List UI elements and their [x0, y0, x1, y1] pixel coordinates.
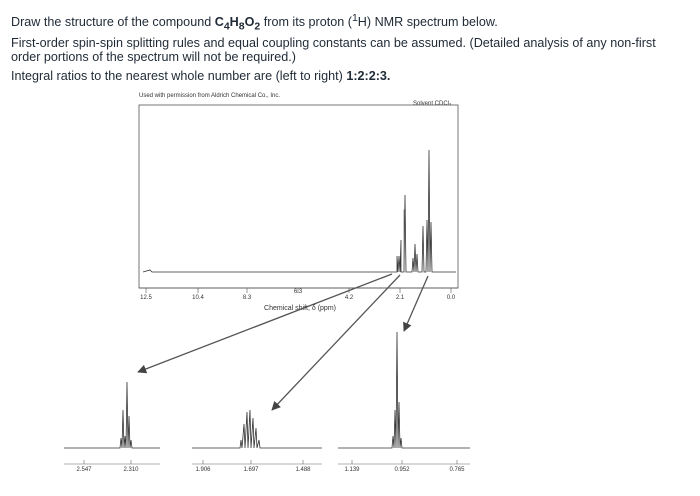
molecular-formula: C4H8O2: [214, 15, 261, 33]
integral-trace: [403, 209, 406, 272]
expansion-tick-label: 1.697: [243, 467, 259, 473]
x-tick-label: 6.3: [294, 289, 303, 295]
x-axis: 12.5 10.4 8.3 6.3 4.2 2.1 0.0 Chemical s…: [139, 287, 458, 312]
arrow-to-expansion-1: [137, 273, 393, 374]
expansion-tick-label: 1.488: [295, 467, 311, 473]
spectrum-peaks: [395, 149, 456, 273]
integral-ratios: 1:2:2:3.: [346, 69, 391, 83]
x-tick-label: 10.4: [192, 295, 204, 301]
spectrum-baseline: [142, 269, 395, 273]
permission-note: Used with permission from Aldrich Chemic…: [139, 93, 280, 99]
expansion-2-peaks: [192, 409, 322, 449]
expansion-tick-label: 2.310: [123, 467, 139, 473]
x-tick-label: 12.5: [140, 295, 152, 301]
x-tick-label: 4.2: [345, 295, 354, 301]
x-axis-label: Chemical shift, δ (ppm): [264, 305, 336, 312]
expansion-3-peaks: [338, 331, 470, 449]
question-line-2: First-order spin-spin splitting rules an…: [11, 36, 656, 50]
spectrum-frame: [138, 104, 459, 289]
expansion-tick-label: 2.547: [76, 467, 92, 473]
nucleus-superscript: 1: [351, 12, 358, 24]
question-line-1: Draw the structure of the compound C4H8O…: [11, 12, 498, 33]
solvent-label: Solvent CDCl₃: [413, 101, 452, 107]
arrow-to-expansion-3: [403, 275, 429, 332]
expansion-tick-label: 0.765: [449, 467, 465, 473]
expansion-axes: 2.547 2.310 1.906 1.697 1.488 1.139 0.95…: [64, 460, 470, 473]
question-line-3: order portions of the spectrum will not …: [11, 50, 296, 64]
expansion-1-peaks: [64, 381, 160, 449]
question-line-4: Integral ratios to the nearest whole num…: [11, 69, 391, 83]
arrow-to-expansion-2: [271, 274, 401, 411]
expansion-tick-label: 1.139: [344, 467, 360, 473]
x-tick-label: 0.0: [447, 295, 456, 301]
x-tick-label: 8.3: [243, 295, 252, 301]
x-tick-label: 2.1: [396, 295, 405, 301]
question-prefix: Draw the structure of the compound: [11, 15, 215, 30]
expansion-tick-label: 0.952: [394, 467, 410, 473]
expansion-tick-label: 1.906: [195, 467, 211, 473]
